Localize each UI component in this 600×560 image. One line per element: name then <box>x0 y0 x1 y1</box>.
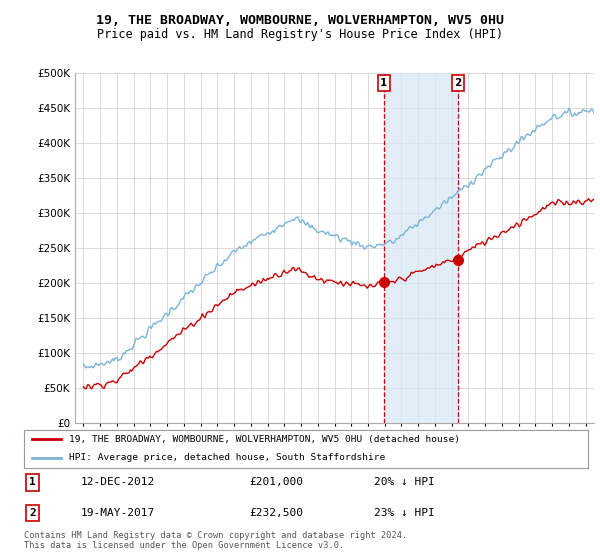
Text: 1: 1 <box>29 478 36 488</box>
Text: 20% ↓ HPI: 20% ↓ HPI <box>374 478 434 488</box>
Text: 19-MAY-2017: 19-MAY-2017 <box>80 508 155 518</box>
Text: 19, THE BROADWAY, WOMBOURNE, WOLVERHAMPTON, WV5 0HU: 19, THE BROADWAY, WOMBOURNE, WOLVERHAMPT… <box>96 14 504 27</box>
Text: Contains HM Land Registry data © Crown copyright and database right 2024.
This d: Contains HM Land Registry data © Crown c… <box>24 531 407 550</box>
Text: £232,500: £232,500 <box>250 508 304 518</box>
Text: 19, THE BROADWAY, WOMBOURNE, WOLVERHAMPTON, WV5 0HU (detached house): 19, THE BROADWAY, WOMBOURNE, WOLVERHAMPT… <box>69 435 460 444</box>
Bar <box>384 73 458 423</box>
Text: 2: 2 <box>29 508 36 518</box>
Text: 12-DEC-2012: 12-DEC-2012 <box>80 478 155 488</box>
Text: Price paid vs. HM Land Registry's House Price Index (HPI): Price paid vs. HM Land Registry's House … <box>97 28 503 41</box>
Text: 23% ↓ HPI: 23% ↓ HPI <box>374 508 434 518</box>
Text: 1: 1 <box>380 78 388 88</box>
Text: HPI: Average price, detached house, South Staffordshire: HPI: Average price, detached house, Sout… <box>69 453 385 462</box>
Text: £201,000: £201,000 <box>250 478 304 488</box>
Text: 2: 2 <box>454 78 461 88</box>
